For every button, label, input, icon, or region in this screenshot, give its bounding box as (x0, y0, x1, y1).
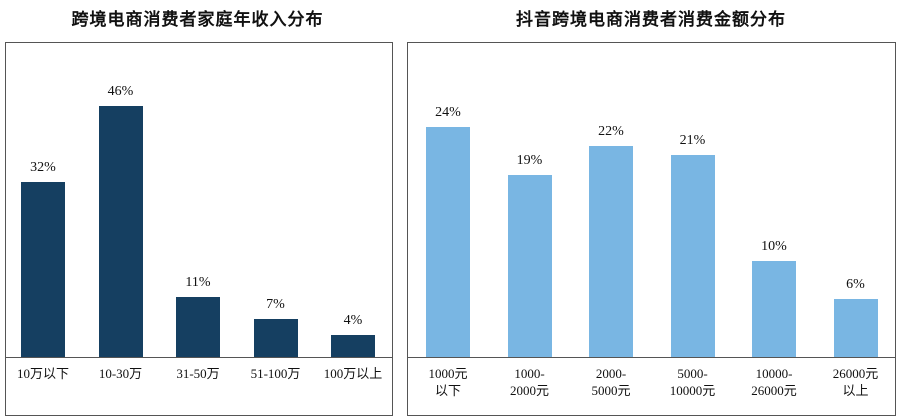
left-chart-bar-label-1: 32% (30, 160, 56, 176)
left-chart-bar-2 (98, 105, 143, 357)
left-chart-title: 跨境电商消费者家庭年收入分布 (71, 10, 324, 30)
left-chart-tick-label-5: 100万以上 (323, 366, 383, 381)
right-chart-tick-label-5: 10000- 26000元 (751, 366, 797, 398)
left-chart-bar-4 (253, 318, 298, 357)
left-chart-panel: 32% 10万以下 46% 10-30万 11% 31-50万 7% 51-100万 4% 100… (5, 42, 393, 416)
right-chart-tick-label-6: 26000元 以上 (832, 366, 879, 398)
right-chart-bar-5 (752, 261, 796, 357)
left-chart-tick-label-4: 51-100万 (250, 366, 301, 381)
right-chart-bar-4 (670, 155, 715, 357)
left-chart-bar-3 (176, 296, 220, 357)
right-chart-tick-label-1: 1000元 以下 (428, 366, 468, 398)
right-chart-title: 抖音跨境电商消费者消费金额分布 (516, 10, 786, 30)
right-chart-bar-label-3: 22% (598, 123, 624, 139)
right-chart-bar-3 (589, 145, 633, 357)
left-chart-bar-1 (21, 182, 65, 357)
left-chart-bar-5 (331, 335, 375, 357)
right-chart-bar-6 (833, 299, 878, 357)
right-chart-bar-1 (426, 126, 470, 357)
right-chart-bar-label-5: 10% (761, 239, 787, 254)
left-chart-x-axis (6, 357, 392, 358)
right-chart-tick-label-4: 5000- 10000元 (669, 366, 716, 398)
right-chart-bar-label-6: 6% (846, 277, 865, 293)
right-chart-bar-label-4: 21% (679, 133, 706, 149)
right-chart-bar-2 (507, 174, 552, 357)
left-chart-bar-label-3: 11% (185, 274, 211, 290)
left-chart-bar-label-4: 7% (266, 296, 285, 312)
right-chart-tick-label-2: 1000- 2000元 (509, 366, 549, 398)
left-chart-bar-label-5: 4% (343, 313, 363, 329)
left-chart-bar-label-2: 46% (107, 83, 134, 99)
left-chart-tick-label-1: 10万以下 (16, 366, 69, 381)
left-chart-tick-label-2: 10-30万 (98, 366, 143, 381)
right-chart-panel: 24% 1000元 以下 19% 1000- 2000元 22% 2000- 5000元 2… (407, 42, 896, 416)
right-chart-bar-label-1: 24% (435, 104, 461, 120)
left-chart-tick-label-3: 31-50万 (176, 366, 220, 381)
right-chart-tick-label-3: 2000- 5000元 (591, 366, 631, 398)
right-chart-bar-label-2: 19% (516, 152, 543, 168)
right-chart-x-axis (408, 357, 895, 358)
